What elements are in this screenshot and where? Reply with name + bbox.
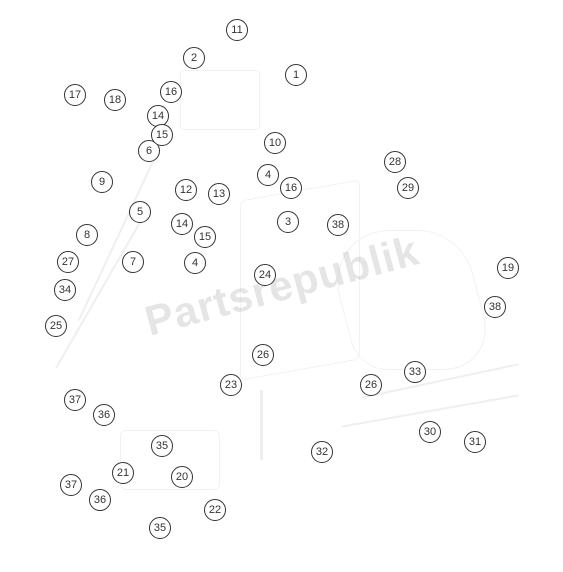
callout-13: 13: [208, 183, 230, 205]
callout-38: 38: [327, 214, 349, 236]
callout-10: 10: [264, 132, 286, 154]
callout-7: 7: [122, 251, 144, 273]
callout-8: 8: [76, 224, 98, 246]
callout-2: 2: [183, 47, 205, 69]
callout-15: 15: [194, 226, 216, 248]
callout-30: 30: [419, 421, 441, 443]
callout-27: 27: [57, 251, 79, 273]
callout-15: 15: [151, 124, 173, 146]
parts-diagram-container: Partsrepublik 12344567891011121314141515…: [0, 0, 563, 572]
callout-16: 16: [280, 177, 302, 199]
callout-23: 23: [220, 374, 242, 396]
callout-16: 16: [160, 81, 182, 103]
callout-36: 36: [93, 404, 115, 426]
callout-33: 33: [404, 361, 426, 383]
parts-sketch-background: [60, 50, 510, 520]
callout-14: 14: [171, 213, 193, 235]
callout-35: 35: [151, 435, 173, 457]
callout-32: 32: [311, 441, 333, 463]
callout-35: 35: [149, 517, 171, 539]
callout-26: 26: [360, 374, 382, 396]
callout-29: 29: [397, 177, 419, 199]
callout-25: 25: [45, 315, 67, 337]
callout-37: 37: [60, 474, 82, 496]
callout-37: 37: [64, 389, 86, 411]
callout-11: 11: [226, 19, 248, 41]
callout-4: 4: [257, 164, 279, 186]
callout-24: 24: [254, 264, 276, 286]
callout-5: 5: [129, 201, 151, 223]
callout-28: 28: [384, 151, 406, 173]
callout-4: 4: [184, 252, 206, 274]
callout-22: 22: [204, 499, 226, 521]
callout-20: 20: [171, 466, 193, 488]
callout-36: 36: [89, 489, 111, 511]
callout-34: 34: [54, 279, 76, 301]
callout-9: 9: [91, 171, 113, 193]
callout-21: 21: [112, 462, 134, 484]
callout-12: 12: [175, 179, 197, 201]
callout-1: 1: [285, 64, 307, 86]
callout-26: 26: [252, 344, 274, 366]
callout-38: 38: [484, 296, 506, 318]
callout-18: 18: [104, 89, 126, 111]
callout-17: 17: [64, 84, 86, 106]
callout-31: 31: [464, 431, 486, 453]
callout-19: 19: [497, 257, 519, 279]
callout-3: 3: [277, 211, 299, 233]
